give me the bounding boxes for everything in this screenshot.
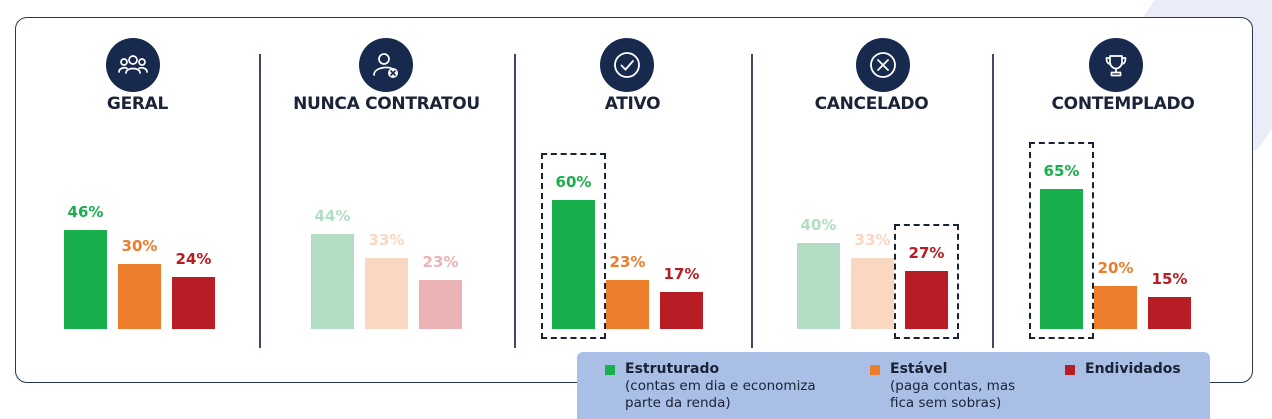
bar-value-label: 33% — [854, 231, 891, 249]
panel-title: ATIVO — [604, 94, 661, 114]
bar-estruturado — [64, 230, 107, 329]
panel-divider — [514, 54, 516, 348]
x-circle-icon — [856, 38, 910, 92]
bar-estavel — [365, 258, 408, 329]
legend: Estruturado (contas em dia e economiza p… — [577, 352, 1210, 419]
legend-description: (contas em dia e economiza parte da rend… — [625, 378, 816, 411]
bar-endividados — [660, 292, 703, 329]
bar-estruturado — [1040, 189, 1083, 329]
bar-estruturado — [552, 200, 595, 329]
chart-card: GERAL 46% 30% 24% NUNCA CONTRATOU 44% 33% 23… — [15, 17, 1253, 383]
legend-swatch-estruturado — [605, 365, 615, 375]
bar-value-label: 65% — [1043, 162, 1080, 180]
user-x-icon — [359, 38, 413, 92]
bar-value-label: 17% — [663, 265, 700, 283]
legend-swatch-endividados — [1065, 365, 1075, 375]
bar-estavel — [1094, 286, 1137, 329]
highlight-box — [541, 153, 606, 339]
bar-endividados — [905, 271, 948, 329]
panel-title: CONTEMPLADO — [1051, 94, 1195, 114]
highlight-box — [894, 224, 959, 339]
bar-value-label: 27% — [908, 244, 945, 262]
bar-estruturado — [311, 234, 354, 329]
panel-title: NUNCA CONTRATOU — [293, 94, 480, 114]
bar-value-label: 30% — [121, 237, 158, 255]
panel-divider — [259, 54, 261, 348]
bar-estavel — [606, 280, 649, 329]
legend-label: Estável — [890, 361, 948, 377]
bar-estavel — [118, 264, 161, 329]
bar-value-label: 23% — [422, 253, 459, 271]
panel-geral: GERAL 46% 30% 24% — [16, 18, 259, 384]
bar-estruturado — [797, 243, 840, 329]
trophy-icon — [1089, 38, 1143, 92]
panel-title: CANCELADO — [814, 94, 929, 114]
bar-value-label: 40% — [800, 216, 837, 234]
bar-value-label: 23% — [609, 253, 646, 271]
bar-value-label: 44% — [314, 207, 351, 225]
bar-endividados — [1148, 297, 1191, 329]
bar-value-label: 46% — [67, 203, 104, 221]
panel-contemplado: CONTEMPLADO 65% 20% 15% — [992, 18, 1254, 384]
people-group-icon — [106, 38, 160, 92]
panel-nunca-contratou: NUNCA CONTRATOU 44% 33% 23% — [259, 18, 514, 384]
check-circle-icon — [600, 38, 654, 92]
bar-endividados — [419, 280, 462, 329]
bar-value-label: 15% — [1151, 270, 1188, 288]
legend-description: (paga contas, mas fica sem sobras) — [890, 378, 1016, 411]
bar-endividados — [172, 277, 215, 329]
legend-label: Estruturado — [625, 361, 720, 377]
bar-value-label: 20% — [1097, 259, 1134, 277]
legend-label: Endividados — [1085, 361, 1181, 377]
bar-value-label: 33% — [368, 231, 405, 249]
bar-value-label: 24% — [175, 250, 212, 268]
panel-divider — [751, 54, 753, 348]
legend-swatch-estavel — [870, 365, 880, 375]
bar-estavel — [851, 258, 894, 329]
bar-value-label: 60% — [555, 173, 592, 191]
panel-title: GERAL — [106, 94, 169, 114]
highlight-box — [1029, 142, 1094, 339]
panel-ativo: ATIVO 60% 23% 17% — [514, 18, 751, 384]
panel-cancelado: CANCELADO 40% 33% 27% — [751, 18, 992, 384]
panel-divider — [992, 54, 994, 348]
